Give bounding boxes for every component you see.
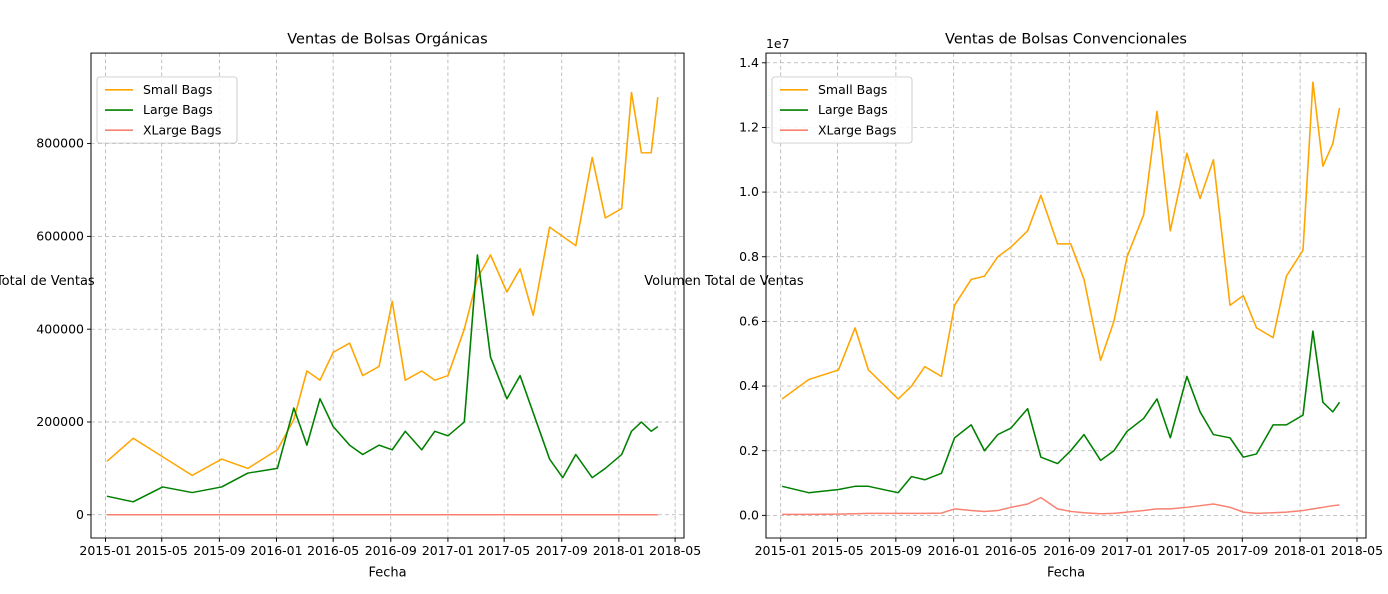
series-line-xlarge-bags xyxy=(782,496,1340,516)
y-tick-label: 200000 xyxy=(36,415,84,429)
x-tick-label: 2018-01 xyxy=(593,543,645,558)
y-axis-label: Volumen Total de Ventas xyxy=(644,274,804,289)
x-tick-label: 2016-01 xyxy=(928,543,980,558)
y-tick-label: 0.0 xyxy=(739,509,759,523)
legend-label: Small Bags xyxy=(143,83,212,97)
y-tick-label: 800000 xyxy=(36,137,84,151)
y-tick-label: 1.4 xyxy=(739,56,759,70)
chart-title: Ventas de Bolsas Convencionales xyxy=(945,32,1187,48)
legend-label: Small Bags xyxy=(818,83,887,97)
plot-area: 0.0 0.2 0.4 0.6 0.8 1.0 1.2 1.4 Small Bags Large … xyxy=(739,52,1367,539)
y-tick-label: 0.2 xyxy=(739,444,759,458)
plot-frame xyxy=(765,52,1367,539)
y-axis-label: Volumen Total de Ventas xyxy=(0,274,95,289)
legend-box xyxy=(96,76,238,144)
x-tick-label: 2017-09 xyxy=(1216,543,1268,558)
plot-area: 0 200000 400000 600000 800000 Small Bags Large… xyxy=(0,22,1388,588)
chart-2: 0.0 0.2 0.4 0.6 0.8 1.0 1.2 1.4 Small Bags Large … xyxy=(644,32,1383,581)
x-axis-label: Fecha xyxy=(368,565,406,580)
series-line-large-bags xyxy=(106,254,659,503)
x-tick-label: 2017-05 xyxy=(1158,543,1210,558)
legend-box xyxy=(771,76,913,144)
y-tick-label: 0.8 xyxy=(739,250,759,264)
x-tick-label: 2017-01 xyxy=(1101,543,1153,558)
y-tick-label: 1.0 xyxy=(739,185,759,199)
y-tick-label: 400000 xyxy=(36,323,84,337)
legend-label: Large Bags xyxy=(143,103,213,117)
x-tick-label: 2017-09 xyxy=(536,543,588,558)
y-tick-label: 0.6 xyxy=(739,315,759,329)
plot-frame xyxy=(90,52,685,539)
x-axis-label: Fecha xyxy=(1047,565,1085,580)
x-tick-label: 2016-01 xyxy=(250,543,302,558)
series-line-small-bags xyxy=(781,81,1341,400)
legend-label: XLarge Bags xyxy=(143,124,221,138)
x-tick-label: 2018-05 xyxy=(1331,543,1383,558)
y-tick-label: 600000 xyxy=(36,230,84,244)
chart-title: Ventas de Bolsas Orgánicas xyxy=(287,32,487,48)
x-tick-label: 2017-01 xyxy=(422,543,474,558)
chart-1: 0 200000 400000 600000 800000 Small Bags Large… xyxy=(0,32,701,581)
legend-label: Large Bags xyxy=(818,103,888,117)
y-tick-label: 1.2 xyxy=(739,121,759,135)
x-tick-label: 2017-05 xyxy=(478,543,530,558)
legend: Small Bags Large Bags XLarge Bags xyxy=(771,76,913,144)
x-tick-label: 2015-05 xyxy=(136,543,188,558)
plot-area: 0 200000 400000 600000 800000 Small Bags Large… xyxy=(36,52,685,539)
legend: Small Bags Large Bags XLarge Bags xyxy=(96,76,238,144)
x-tick-label: 2018-05 xyxy=(649,543,701,558)
x-tick-label: 2015-09 xyxy=(870,543,922,558)
x-tick-label: 2016-09 xyxy=(1043,543,1095,558)
y-offset-text: 1e7 xyxy=(766,36,790,51)
series-line-small-bags xyxy=(106,91,659,477)
x-tick-label: 2015-01 xyxy=(755,543,807,558)
x-tick-label: 2016-05 xyxy=(307,543,359,558)
x-tick-label: 2015-09 xyxy=(193,543,245,558)
x-tick-label: 2016-05 xyxy=(985,543,1037,558)
x-tick-label: 2018-01 xyxy=(1274,543,1326,558)
y-tick-label: 0.4 xyxy=(739,379,759,393)
legend-label: XLarge Bags xyxy=(818,124,896,138)
y-tick-label: 0 xyxy=(76,508,84,522)
series-line-large-bags xyxy=(781,330,1341,494)
x-tick-label: 2015-05 xyxy=(811,543,863,558)
x-tick-label: 2016-09 xyxy=(365,543,417,558)
x-tick-label: 2015-01 xyxy=(79,543,131,558)
